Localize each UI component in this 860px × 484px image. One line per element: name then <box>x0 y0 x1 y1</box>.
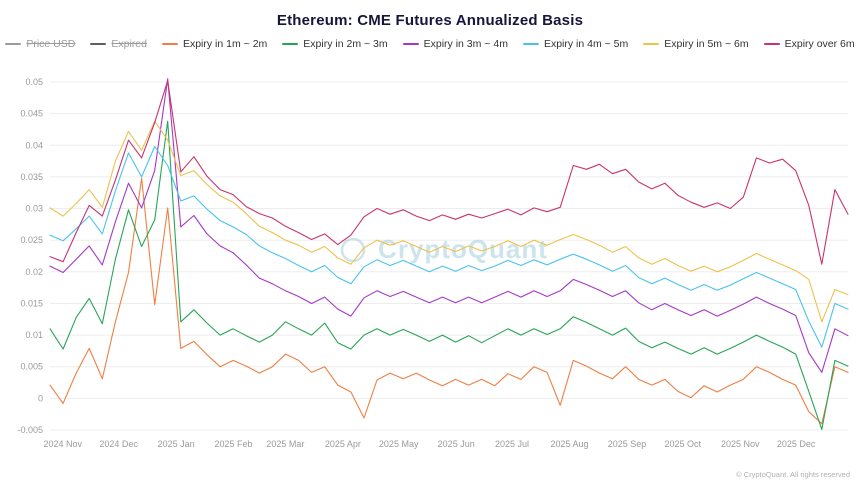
y-tick-label: -0.005 <box>17 425 43 435</box>
legend-label: Expiry in 5m ~ 6m <box>664 38 749 50</box>
y-tick-label: 0.01 <box>25 330 43 340</box>
legend-item-expiry-in-2m-3m[interactable]: Expiry in 2m ~ 3m <box>282 38 388 50</box>
y-tick-label: 0.05 <box>25 77 43 87</box>
legend-line-marker <box>5 43 22 46</box>
y-tick-label: 0.015 <box>20 299 43 309</box>
series-line-expiry-in-4m-5m[interactable] <box>49 145 849 348</box>
series-line-expiry-in-2m-3m[interactable] <box>49 120 849 430</box>
x-tick-label: 2025 Nov <box>721 439 760 449</box>
y-tick-label: 0.04 <box>25 140 43 150</box>
legend-label: Expiry in 1m ~ 2m <box>182 38 268 50</box>
x-tick-label: 2025 Jan <box>158 439 195 449</box>
legend-label: Price USD <box>26 38 76 50</box>
x-tick-label: 2025 Jul <box>495 439 529 449</box>
legend-line-marker <box>90 43 107 46</box>
series-line-expiry-in-5m-6m[interactable] <box>49 120 849 323</box>
x-tick-label: 2025 Aug <box>550 439 588 449</box>
legend-item-expiry-over-6m[interactable]: Expiry over 6m <box>763 38 855 50</box>
chart-title: Ethereum: CME Futures Annualized Basis <box>276 12 584 29</box>
legend-line-marker <box>402 43 419 46</box>
x-tick-label: 2025 May <box>379 439 419 449</box>
series-line-expiry-in-1m-2m[interactable] <box>49 177 849 425</box>
watermark-logo-icon <box>340 237 366 263</box>
y-tick-label: 0 <box>38 393 43 403</box>
y-tick-label: 0.025 <box>20 235 43 245</box>
legend: Price USD Expired Expiry in 1m ~ 2m Expiry … <box>0 39 860 50</box>
legend-line-marker <box>522 43 539 46</box>
y-tick-label: 0.03 <box>25 204 43 214</box>
series-line-expiry-in-3m-4m[interactable] <box>49 78 849 373</box>
x-tick-label: 2025 Feb <box>214 439 252 449</box>
watermark: CryptoQuant <box>340 234 548 264</box>
legend-item-expiry-in-5m-6m[interactable]: Expiry in 5m ~ 6m <box>643 38 749 50</box>
chart-area[interactable]: 0.05 0.045 0.04 0.035 0.03 0.025 0.02 0.015 0.01… <box>0 58 860 460</box>
legend-line-marker <box>643 43 660 46</box>
legend-line-marker <box>282 43 299 46</box>
legend-item-price-usd[interactable]: Price USD <box>5 39 75 50</box>
x-tick-label: 2024 Dec <box>99 439 138 449</box>
x-tick-label: 2025 Sep <box>608 439 647 449</box>
legend-item-expiry-in-1m-2m[interactable]: Expiry in 1m ~ 2m <box>161 38 268 50</box>
copyright-note: © CryptoQuant. All rights reserved <box>736 470 850 479</box>
legend-line-marker <box>763 43 780 46</box>
x-tick-label: 2025 Jun <box>438 439 475 449</box>
legend-line-marker <box>161 43 178 46</box>
legend-label: Expiry over 6m <box>784 38 855 50</box>
x-tick-label: 2025 Oct <box>665 439 702 449</box>
watermark-text: CryptoQuant <box>378 234 548 264</box>
x-tick-label: 2025 Mar <box>266 439 304 449</box>
x-tick-label: 2025 Dec <box>777 439 816 449</box>
y-tick-label: 0.02 <box>25 267 43 277</box>
legend-label: Expired <box>111 38 147 50</box>
legend-item-expired[interactable]: Expired <box>90 39 147 50</box>
legend-item-expiry-in-3m-4m[interactable]: Expiry in 3m ~ 4m <box>402 38 508 50</box>
x-tick-label: 2025 Apr <box>325 439 361 449</box>
y-tick-label: 0.035 <box>20 172 43 182</box>
series-line-expiry-over-6m[interactable] <box>49 80 849 265</box>
legend-label: Expiry in 3m ~ 4m <box>423 38 508 50</box>
legend-label: Expiry in 4m ~ 5m <box>543 38 629 50</box>
y-tick-label: 0.005 <box>20 362 43 372</box>
chart-canvas[interactable]: 0.05 0.045 0.04 0.035 0.03 0.025 0.02 0.015 0.01… <box>0 58 860 460</box>
legend-label: Expiry in 2m ~ 3m <box>303 38 388 50</box>
x-tick-label: 2024 Nov <box>44 439 83 449</box>
legend-item-expiry-in-4m-5m[interactable]: Expiry in 4m ~ 5m <box>522 38 629 50</box>
y-tick-label: 0.045 <box>20 109 43 119</box>
